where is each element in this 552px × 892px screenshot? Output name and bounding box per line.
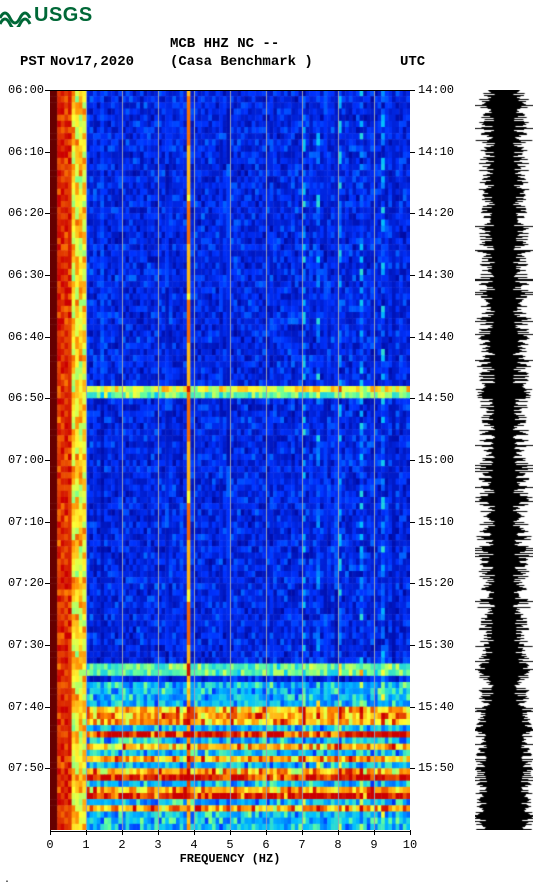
y-right-tick-label: 14:40 xyxy=(418,330,454,344)
y-left-tick-label: 06:50 xyxy=(4,391,44,405)
x-axis-label: FREQUENCY (HZ) xyxy=(50,852,410,866)
y-right-tick-label: 14:30 xyxy=(418,268,454,282)
y-left-tick-label: 07:50 xyxy=(4,761,44,775)
y-left-tick-label: 07:10 xyxy=(4,515,44,529)
x-tick-label: 5 xyxy=(220,838,240,852)
y-right-tick-label: 14:20 xyxy=(418,206,454,220)
seismic-trace xyxy=(475,90,533,830)
station-subtitle: (Casa Benchmark ) xyxy=(170,54,313,70)
y-right-tick-label: 14:00 xyxy=(418,83,454,97)
y-left-tick-label: 07:00 xyxy=(4,453,44,467)
tz-left-label: PST xyxy=(20,54,45,70)
y-left-tick-label: 06:10 xyxy=(4,145,44,159)
y-right-tick-label: 15:20 xyxy=(418,576,454,590)
y-right-tick-label: 15:50 xyxy=(418,761,454,775)
y-left-tick-label: 06:00 xyxy=(4,83,44,97)
y-left-tick-label: 06:30 xyxy=(4,268,44,282)
tz-right-label: UTC xyxy=(400,54,425,70)
x-tick-label: 1 xyxy=(76,838,96,852)
usgs-logo: USGS xyxy=(0,4,93,27)
date-label: Nov17,2020 xyxy=(50,54,134,70)
x-tick-label: 4 xyxy=(184,838,204,852)
usgs-logo-text: USGS xyxy=(34,4,93,27)
y-right-tick-label: 15:40 xyxy=(418,700,454,714)
y-right-tick-label: 15:00 xyxy=(418,453,454,467)
x-tick-label: 10 xyxy=(400,838,420,852)
station-title: MCB HHZ NC -- xyxy=(170,36,279,52)
y-left-tick-label: 07:40 xyxy=(4,700,44,714)
x-tick-label: 7 xyxy=(292,838,312,852)
x-tick-label: 2 xyxy=(112,838,132,852)
y-left-tick-label: 07:30 xyxy=(4,638,44,652)
x-tick-label: 8 xyxy=(328,838,348,852)
y-right-tick-label: 15:10 xyxy=(418,515,454,529)
x-tick-label: 9 xyxy=(364,838,384,852)
y-right-tick-label: 14:50 xyxy=(418,391,454,405)
usgs-wave-icon xyxy=(0,5,32,27)
y-left-tick-label: 06:40 xyxy=(4,330,44,344)
footnote: . xyxy=(4,875,10,886)
x-tick-label: 6 xyxy=(256,838,276,852)
y-right-tick-label: 14:10 xyxy=(418,145,454,159)
spectrogram-plot xyxy=(50,90,410,830)
y-right-tick-label: 15:30 xyxy=(418,638,454,652)
x-tick-label: 3 xyxy=(148,838,168,852)
x-tick-label: 0 xyxy=(40,838,60,852)
y-left-tick-label: 06:20 xyxy=(4,206,44,220)
y-left-tick-label: 07:20 xyxy=(4,576,44,590)
